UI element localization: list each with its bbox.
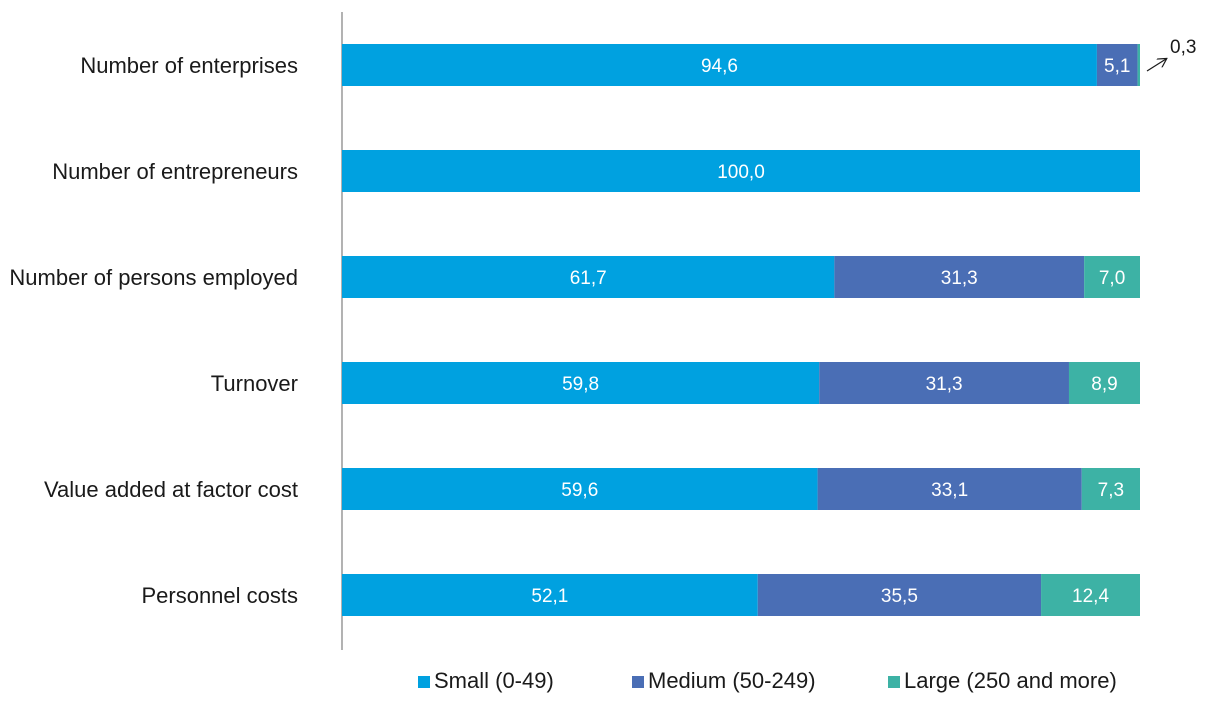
bar-segment [817,468,1082,510]
bar-segment [342,150,1140,192]
bar-segment [1041,574,1140,616]
legend-swatch [632,676,644,688]
category-label: Value added at factor cost [44,477,298,502]
legend: Small (0-49) Medium (50-249) Large (250 an… [418,668,1117,693]
data-label: 33,1 [931,480,968,501]
bar-segment [342,44,1097,86]
bar-segment [342,468,818,510]
data-label: 12,4 [1072,586,1109,607]
category-labels: Number of enterprises Number of entrepren… [9,53,298,608]
bar-segment [1068,362,1140,404]
bar-segment [1096,44,1138,86]
bar-segment [834,256,1085,298]
bar-segment [1081,468,1140,510]
legend-label: Medium (50-249) [648,668,816,693]
category-label: Number of entrepreneurs [52,159,298,184]
category-label: Number of enterprises [80,53,298,78]
bar-segment [1137,44,1140,86]
data-label: 59,8 [562,374,599,395]
bar-segment [342,256,835,298]
data-label: 59,6 [561,480,598,501]
bar-segment [819,362,1069,404]
bar-segment [1084,256,1140,298]
legend-label: Small (0-49) [434,668,554,693]
data-label: 0,3 [1170,37,1196,58]
data-label: 35,5 [881,586,918,607]
bar-segment [757,574,1042,616]
data-label: 8,9 [1091,374,1117,395]
data-label: 31,3 [941,268,978,289]
data-label: 5,1 [1104,56,1130,77]
data-label: 94,6 [701,56,738,77]
data-label: 61,7 [570,268,607,289]
category-label: Number of persons employed [9,265,298,290]
data-label: 7,0 [1099,268,1125,289]
annotation-arrow [1146,59,1166,72]
data-label: 52,1 [531,586,568,607]
category-label: Turnover [211,371,298,396]
data-label: 7,3 [1098,480,1124,501]
legend-swatch [418,676,430,688]
bar-segment [342,362,820,404]
bars [342,44,1140,616]
legend-swatch [888,676,900,688]
data-labels: 94,6 5,1 0,3 100,0 61,7 31,3 7,0 59,8 31,3 8,9 59,… [531,37,1196,607]
data-label: 31,3 [926,374,963,395]
legend-label: Large (250 and more) [904,668,1117,693]
bar-segment [342,574,758,616]
data-label: 100,0 [717,162,765,183]
category-label: Personnel costs [141,583,298,608]
